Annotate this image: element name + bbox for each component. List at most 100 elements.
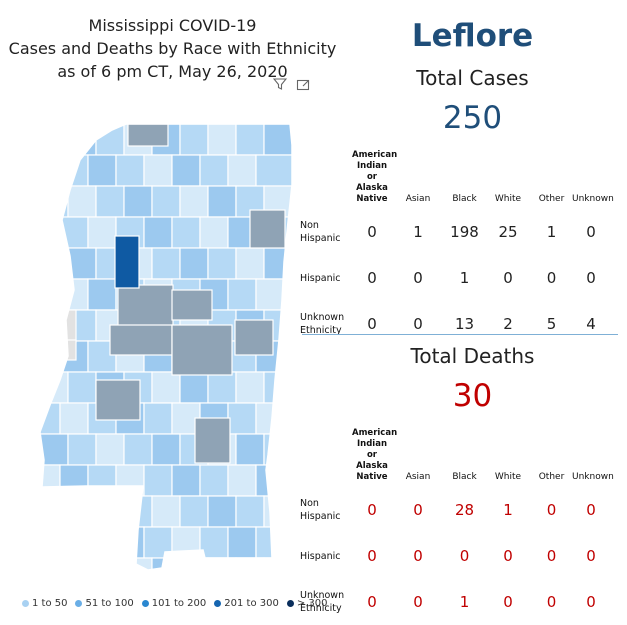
county-name: Leflore <box>411 18 534 54</box>
column-header: American Indian or Alaska Native <box>352 428 398 482</box>
row-label: Unknown Ethnicity <box>300 312 345 336</box>
county-shape <box>249 209 286 249</box>
column-header: Other <box>538 194 565 204</box>
county-shape <box>235 247 265 280</box>
county-shape <box>227 526 257 559</box>
county-shape <box>263 557 292 570</box>
county-shape <box>234 319 274 356</box>
county-shape <box>67 185 97 218</box>
county-shape <box>227 278 257 311</box>
county-shape <box>207 124 237 156</box>
map-legend: 1 to 50 51 to 100 101 to 200 201 to 300 … <box>22 598 328 609</box>
table-cell: 0 <box>367 547 377 565</box>
column-header: Asian <box>405 472 431 482</box>
county-shape <box>40 371 69 404</box>
county-shape <box>87 526 117 559</box>
county-shape <box>194 417 231 464</box>
county-shape <box>179 185 209 218</box>
table-cell: 0 <box>413 315 423 333</box>
county-shape <box>40 309 69 342</box>
table-cell: 1 <box>413 223 423 241</box>
county-shape <box>87 278 117 311</box>
column-header: Unknown <box>572 194 614 204</box>
county-map[interactable] <box>0 120 300 590</box>
column-header: Other <box>538 472 565 482</box>
county-shape <box>151 557 181 570</box>
county-shape <box>151 433 181 466</box>
county-shape <box>95 124 125 156</box>
column-header: White <box>494 472 522 482</box>
county-shape <box>59 402 89 435</box>
table-cell: 28 <box>454 501 475 519</box>
county-shape <box>87 154 117 187</box>
title-line: Cases and Deaths by Race with Ethnicity <box>8 39 337 58</box>
county-shape <box>87 216 117 249</box>
legend-item: > 300 <box>286 598 328 609</box>
county-shape <box>199 464 229 497</box>
county-shape <box>207 495 237 528</box>
column-header: White <box>494 194 522 204</box>
title-line: as of 6 pm CT, May 26, 2020 <box>57 62 288 81</box>
legend-dot-icon <box>286 600 294 607</box>
county-shape <box>255 526 292 559</box>
county-shape <box>123 433 153 466</box>
table-cell: 0 <box>546 501 557 519</box>
county-shape <box>40 464 61 497</box>
table-cell: 0 <box>546 593 557 611</box>
county-shape <box>59 526 89 559</box>
county-shape <box>40 216 61 249</box>
table-cell: 198 <box>450 223 479 241</box>
legend-dot-icon <box>214 600 222 607</box>
total-deaths-label: Total Deaths <box>410 344 535 368</box>
county-shape <box>59 154 89 187</box>
table-cell: 0 <box>503 593 513 611</box>
table-cell: 0 <box>503 547 513 565</box>
deaths-table: American Indian or Alaska Native Asian B… <box>300 428 614 625</box>
row-label: Hispanic <box>300 272 341 284</box>
county-shape <box>235 495 265 528</box>
county-shape <box>255 464 292 497</box>
county-shape <box>179 557 209 570</box>
focus-mode-icon[interactable] <box>296 77 310 91</box>
county-shape <box>95 379 141 421</box>
table-cell: 1 <box>503 501 513 519</box>
county-shape <box>143 154 173 187</box>
county-shape <box>40 557 69 570</box>
filter-icon[interactable] <box>273 77 287 91</box>
county-shape <box>95 433 125 466</box>
county-grid[interactable] <box>32 124 300 589</box>
county-shape <box>67 124 97 156</box>
table-cell: 0 <box>586 223 596 241</box>
county-shape <box>40 124 69 156</box>
table-row: Hispanic 0 0 1 0 0 0 <box>300 255 610 301</box>
county-shape <box>87 464 117 497</box>
section-divider <box>302 334 618 335</box>
county-shape <box>127 124 169 147</box>
table-cell: 4 <box>586 315 596 333</box>
table-cell: 5 <box>546 315 557 333</box>
county-shape <box>143 526 173 559</box>
table-cell: 13 <box>454 315 475 333</box>
title-line: Mississippi COVID-19 <box>88 16 257 35</box>
total-deaths-value: 30 <box>452 378 493 414</box>
legend-item: 51 to 100 <box>75 598 134 609</box>
table-cell: 1 <box>546 223 557 241</box>
county-shape <box>40 247 69 280</box>
county-shape <box>123 495 153 528</box>
table-cell: 0 <box>546 547 557 565</box>
table-cell: 1 <box>459 593 470 611</box>
table-row: Non Hispanic 0 1 198 25 1 0 <box>300 209 610 255</box>
county-shape <box>171 154 201 187</box>
county-shape <box>255 278 292 311</box>
table-cell: 0 <box>586 593 596 611</box>
county-shape <box>40 340 61 373</box>
county-shape <box>123 185 153 218</box>
column-header: Black <box>452 472 477 482</box>
county-shape <box>227 154 257 187</box>
county-shape-leflore <box>114 235 140 289</box>
column-header: American Indian or Alaska Native <box>352 150 398 204</box>
county-shape <box>40 402 61 435</box>
county-shape <box>179 495 209 528</box>
county-shape <box>227 402 257 435</box>
legend-dot-icon <box>22 600 29 607</box>
